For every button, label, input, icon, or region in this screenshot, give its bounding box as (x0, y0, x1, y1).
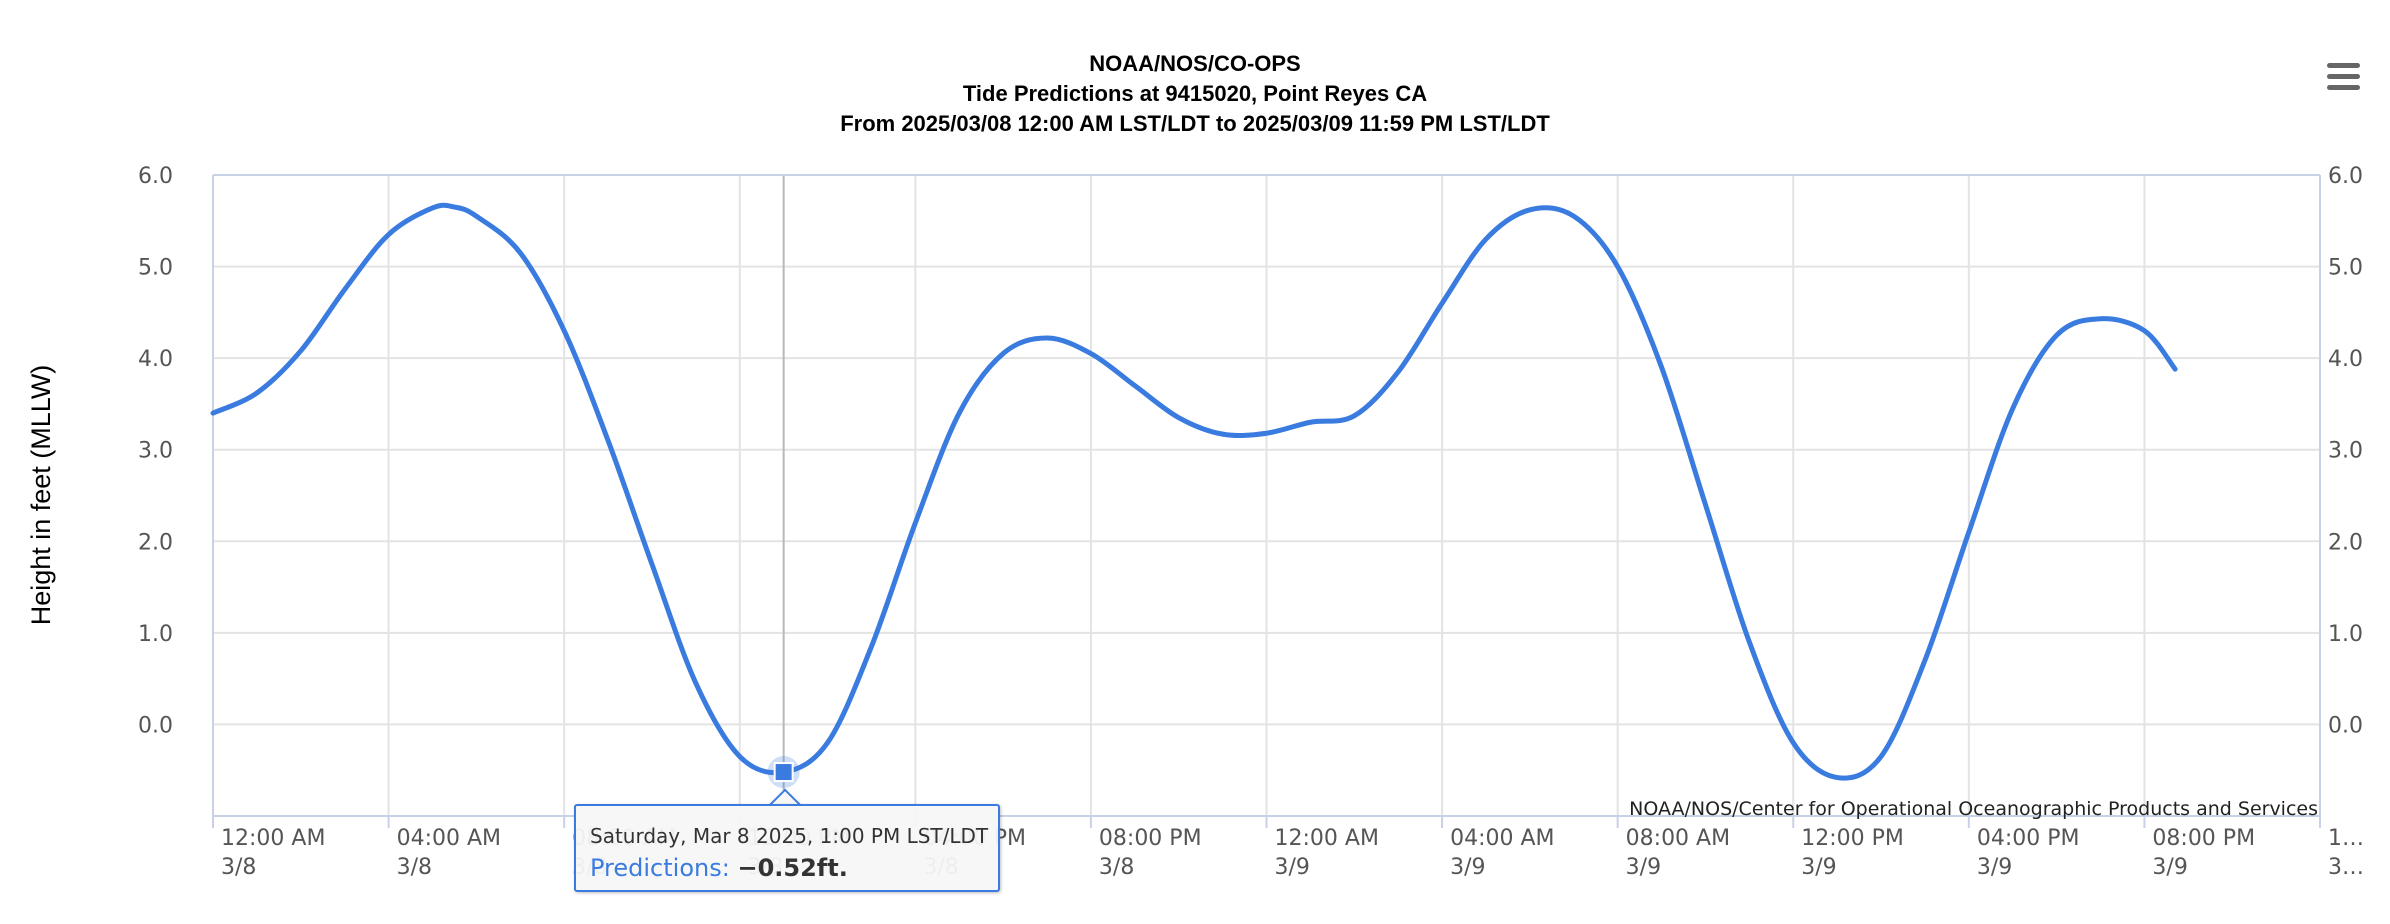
x-tick-label: 04:00 PM (1977, 826, 2080, 851)
x-tick-label: 1… (2328, 826, 2364, 851)
y-tick-label-right: 5.0 (2328, 256, 2363, 281)
y-tick-label: 5.0 (138, 256, 173, 281)
y-tick-label: 1.0 (138, 622, 173, 647)
x-tick-date: 3/9 (1801, 855, 1836, 880)
x-tick-date: 3/9 (1275, 855, 1310, 880)
y-tick-label-right: 3.0 (2328, 439, 2363, 464)
chart-title: NOAA/NOS/CO-OPS (1089, 51, 1300, 76)
series-line-predictions (210, 202, 2178, 781)
y-tick-label-right: 6.0 (2328, 164, 2363, 189)
tooltip-row: Predictions: −0.52ft. (590, 854, 848, 882)
tooltip-value: −0.52ft. (737, 854, 848, 882)
data-tooltip: Saturday, Mar 8 2025, 1:00 PM LST/LDT Pr… (574, 804, 1000, 892)
x-tick-label: 12:00 AM (1275, 826, 1379, 851)
x-tick-label: 08:00 AM (1626, 826, 1730, 851)
series-layer (210, 202, 2178, 789)
x-tick-label: 04:00 AM (397, 826, 501, 851)
y-tick-label-right: 0.0 (2328, 713, 2363, 738)
tick-labels: 0.0 0.0 1.0 1.0 2.0 2.0 3.0 3.0 4.0 4.0 5.0 5.0 6.0 6… (138, 164, 2364, 880)
axes (212, 174, 2321, 828)
x-tick-date: 3/9 (1977, 855, 2012, 880)
x-tick-label: 08:00 PM (2152, 826, 2255, 851)
chart-subtitle: Tide Predictions at 9415020, Point Reyes… (963, 81, 1427, 106)
grid-lines (212, 174, 2321, 816)
tooltip-series-label: Predictions: (590, 854, 730, 882)
hover-marker (773, 762, 794, 783)
x-tick-date: 3/8 (221, 855, 256, 880)
x-tick-label: 04:00 AM (1450, 826, 1554, 851)
x-tick-date: 3… (2328, 855, 2364, 880)
x-tick-date: 3/9 (1626, 855, 1661, 880)
x-tick-label: 12:00 AM (221, 826, 325, 851)
y-tick-label-right: 4.0 (2328, 347, 2363, 372)
x-tick-label: 08:00 PM (1099, 826, 1202, 851)
tooltip-date: Saturday, Mar 8 2025, 1:00 PM LST/LDT (590, 824, 989, 848)
chart-date-range: From 2025/03/08 12:00 AM LST/LDT to 2025… (840, 111, 1550, 136)
x-tick-date: 3/9 (1450, 855, 1485, 880)
y-tick-label: 6.0 (138, 164, 173, 189)
x-tick-date: 3/9 (2152, 855, 2187, 880)
credits-text[interactable]: NOAA/NOS/Center for Operational Oceanogr… (1629, 798, 2318, 820)
y-tick-label: 4.0 (138, 347, 173, 372)
hamburger-menu-icon[interactable] (2318, 55, 2366, 99)
x-tick-date: 3/8 (1099, 855, 1134, 880)
x-tick-label: 12:00 PM (1801, 826, 1904, 851)
x-tick-date: 3/8 (397, 855, 432, 880)
y-axis-title: Height in feet (MLLW) (26, 365, 56, 626)
y-tick-label: 0.0 (138, 713, 173, 738)
y-tick-label-right: 2.0 (2328, 530, 2363, 555)
y-tick-label: 3.0 (138, 439, 173, 464)
y-tick-label-right: 1.0 (2328, 622, 2363, 647)
y-tick-label: 2.0 (138, 530, 173, 555)
